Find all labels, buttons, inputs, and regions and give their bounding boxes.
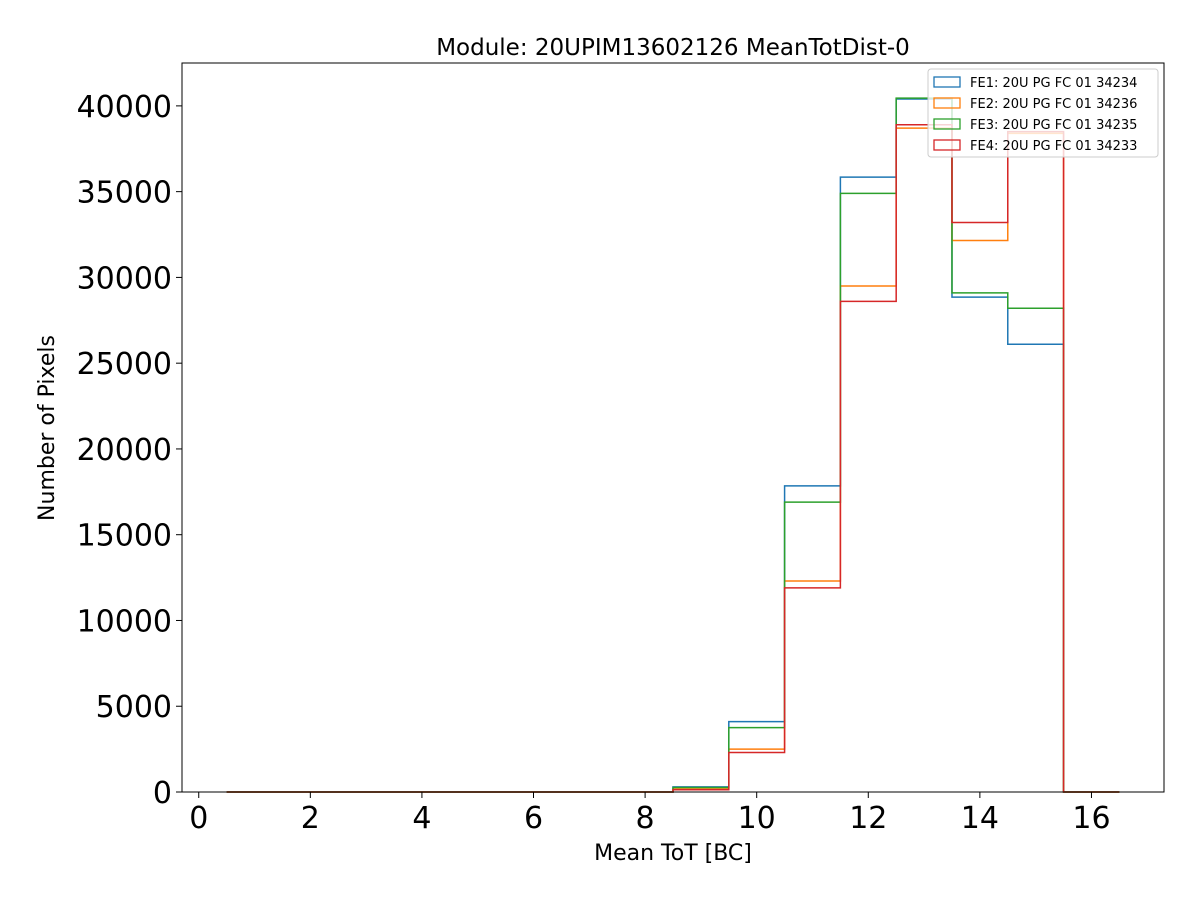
x-tick-label: 16 <box>1072 801 1110 836</box>
legend-label: FE3: 20U PG FC 01 34235 <box>970 118 1137 133</box>
x-tick-label: 6 <box>524 801 543 836</box>
y-tick-label: 0 <box>153 776 172 811</box>
legend-label: FE1: 20U PG FC 01 34234 <box>970 76 1137 91</box>
x-tick-label: 8 <box>636 801 655 836</box>
x-tick-label: 0 <box>189 801 208 836</box>
legend-swatch <box>933 139 961 151</box>
y-tick-label: 30000 <box>77 261 172 296</box>
x-tick-label: 14 <box>961 801 999 836</box>
x-tick-label: 4 <box>412 801 431 836</box>
y-tick-label: 40000 <box>77 90 172 125</box>
axes: 0 2 4 6 8 10 12 14 16 0 5000 10000 15000 20000 25000 30… <box>77 62 1165 836</box>
legend-box <box>927 68 1159 158</box>
y-tick-label: 10000 <box>77 604 172 639</box>
x-axis-title: Mean ToT [BC] <box>594 841 752 866</box>
y-axis-title: Number of Pixels <box>35 335 60 521</box>
y-tick-label: 15000 <box>77 519 172 554</box>
legend-label: FE4: 20U PG FC 01 34233 <box>970 139 1137 154</box>
x-tick-label: 2 <box>301 801 320 836</box>
y-tick-label: 35000 <box>77 176 172 211</box>
plot-frame <box>181 62 1165 793</box>
chart-title: Module: 20UPIM13602126 MeanTotDist-0 <box>436 35 910 61</box>
legend-swatch <box>933 76 961 88</box>
legend: FE1: 20U PG FC 01 34234 FE2: 20U PG FC 01… <box>927 68 1159 158</box>
legend-label: FE2: 20U PG FC 01 34236 <box>970 97 1137 112</box>
y-tick-label: 5000 <box>96 690 172 725</box>
y-tick-label: 20000 <box>77 433 172 468</box>
y-tick-label: 25000 <box>77 347 172 382</box>
legend-swatch <box>933 118 961 130</box>
legend-swatch <box>933 97 961 109</box>
x-tick-label: 12 <box>849 801 887 836</box>
x-tick-label: 10 <box>738 801 776 836</box>
